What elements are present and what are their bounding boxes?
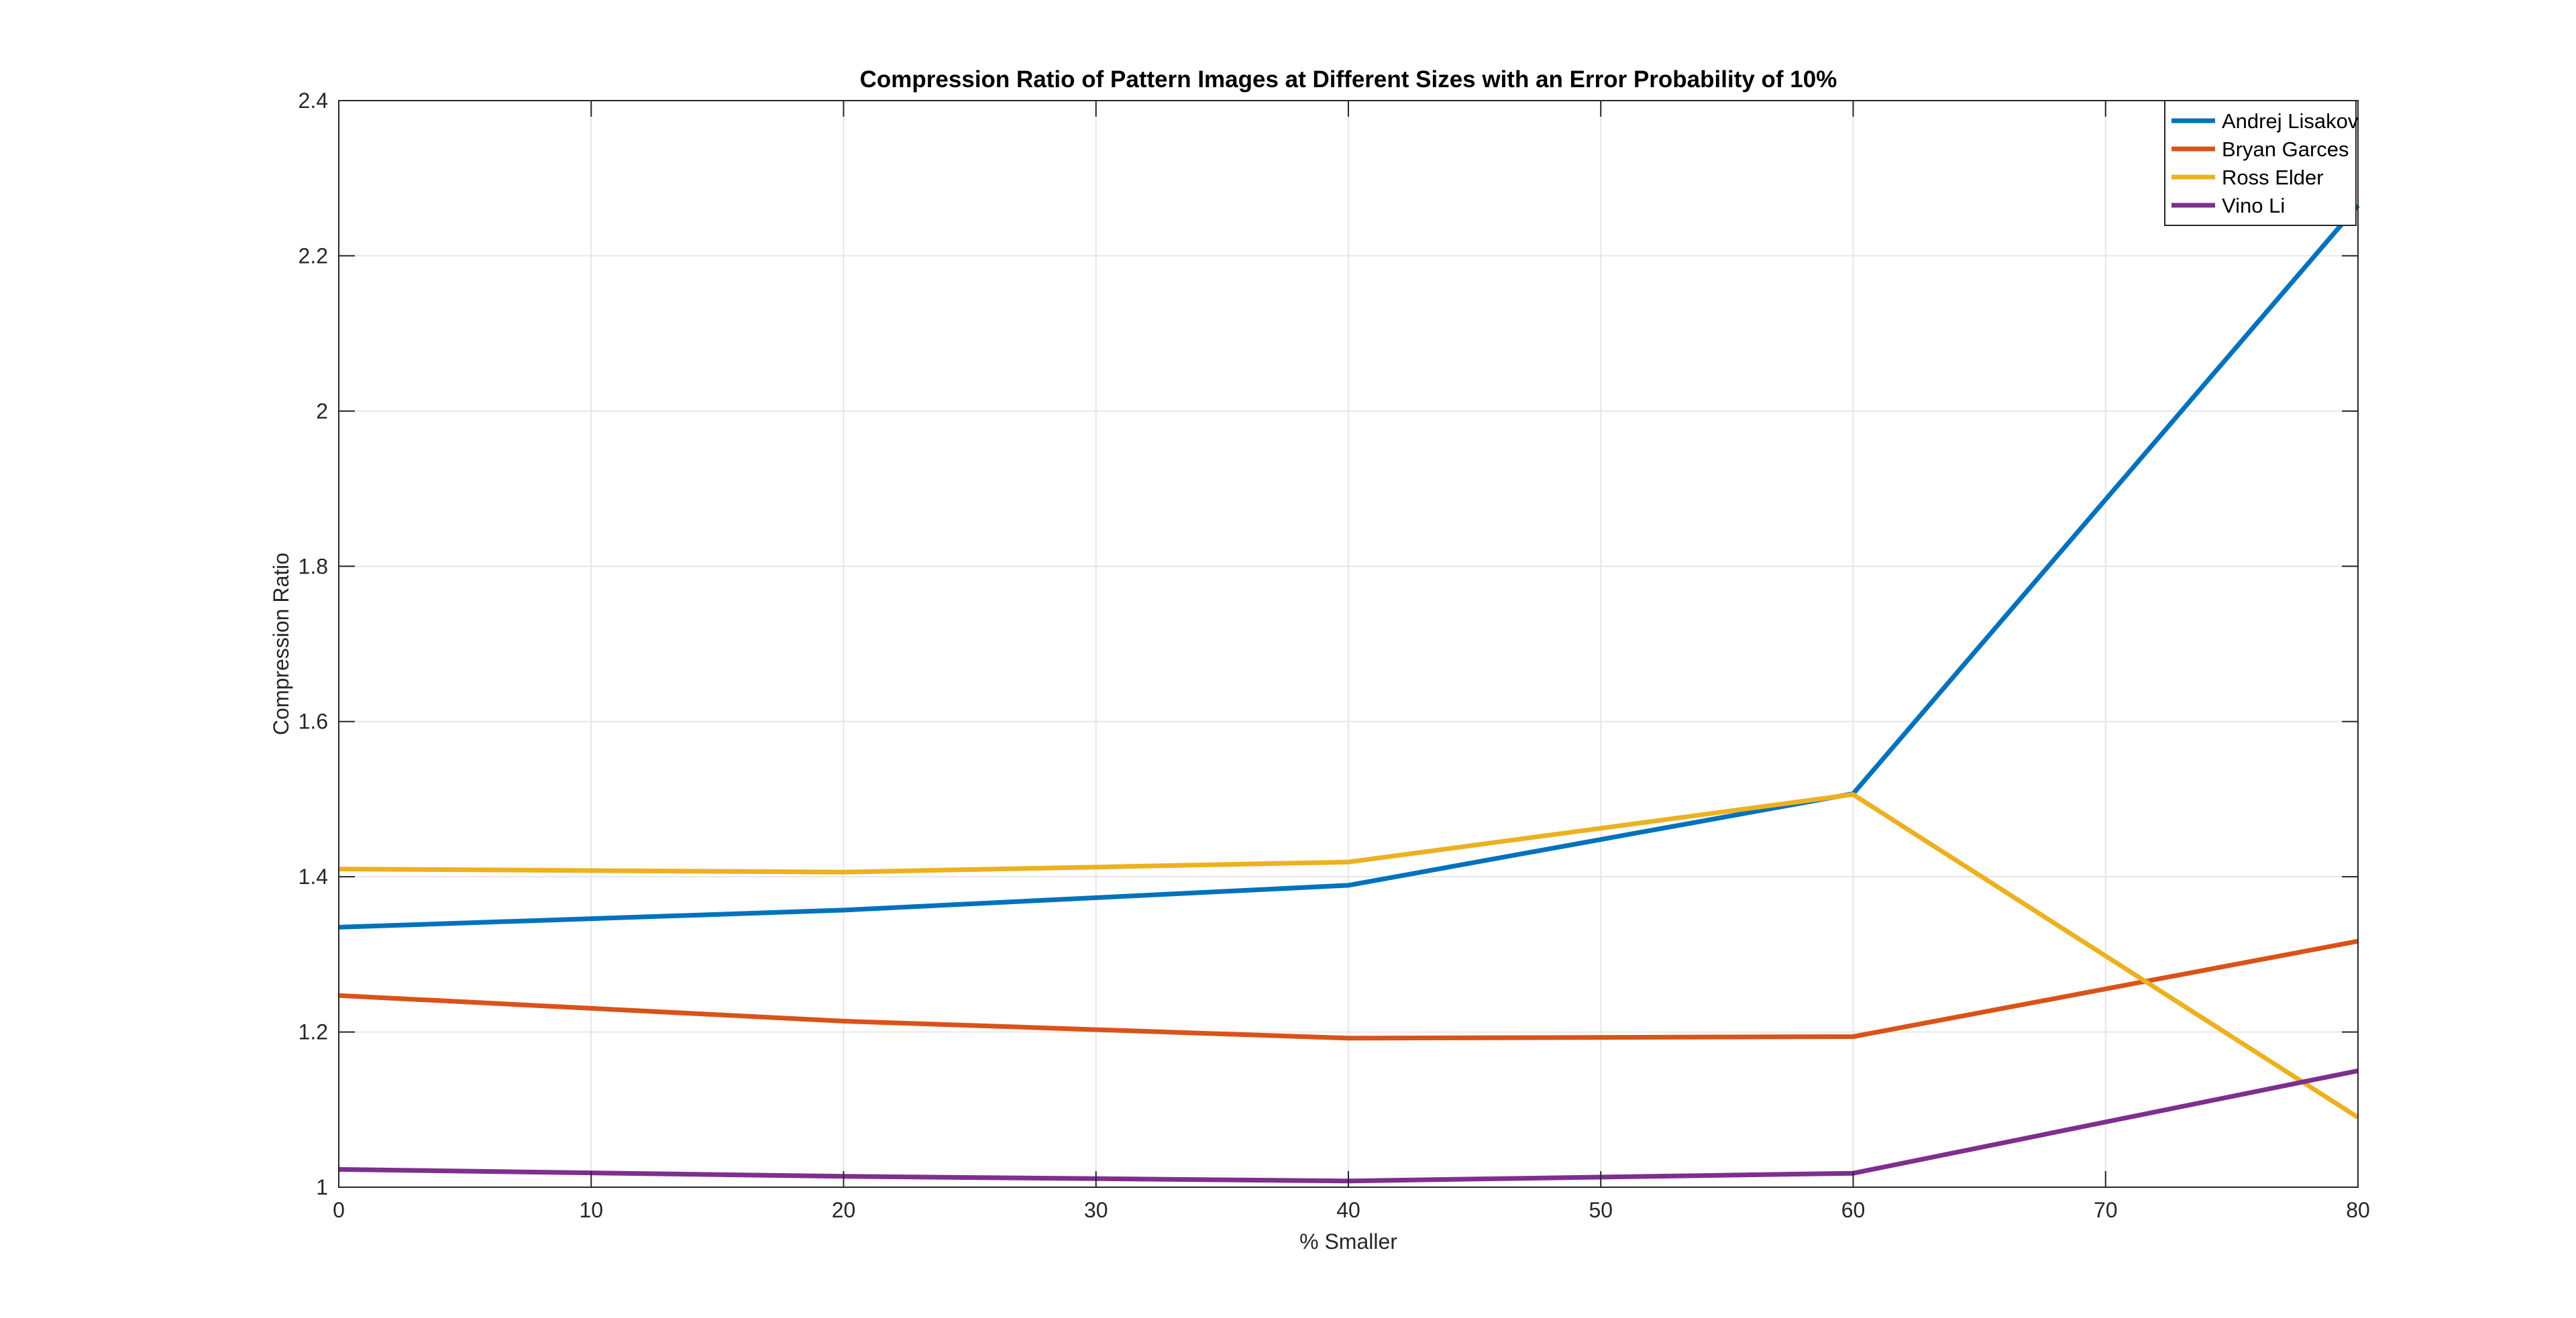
legend-label-0: Andrej Lisakov xyxy=(2222,109,2359,133)
y-tick-label: 1.2 xyxy=(299,1020,328,1044)
x-tick-label: 80 xyxy=(2346,1198,2370,1222)
chart-title: Compression Ratio of Pattern Images at D… xyxy=(860,66,1837,93)
y-tick-label: 1 xyxy=(316,1175,328,1199)
x-tick-label: 60 xyxy=(1841,1198,1866,1222)
y-tick-label: 2.4 xyxy=(299,89,328,113)
series-line-0 xyxy=(338,203,2360,930)
x-tick-label: 0 xyxy=(333,1198,345,1222)
y-tick-label: 1.8 xyxy=(299,554,328,578)
y-axis-title: Compression Ratio xyxy=(269,553,293,735)
y-tick-label: 1.6 xyxy=(299,710,328,734)
x-tick-labels: 0 10 20 30 40 50 60 70 80 xyxy=(333,1198,2370,1222)
x-tick-label: 10 xyxy=(579,1198,603,1222)
series-line-2 xyxy=(338,792,2359,1119)
x-tick-label: 40 xyxy=(1336,1198,1360,1222)
y-tick-label: 2 xyxy=(316,399,328,423)
x-axis-title: % Smaller xyxy=(1299,1229,1397,1254)
legend-label-2: Ross Elder xyxy=(2222,166,2324,189)
axis-ticks xyxy=(338,100,2359,1188)
legend-label-3: Vino Li xyxy=(2222,194,2285,217)
y-tick-label: 1.4 xyxy=(299,865,328,889)
y-tick-labels: 1 1.2 1.4 1.6 1.8 2 2.2 2.4 xyxy=(299,89,328,1199)
y-tick-label: 2.2 xyxy=(299,243,328,268)
x-tick-label: 70 xyxy=(2094,1198,2118,1222)
series-line-1 xyxy=(338,938,2359,1041)
legend-label-1: Bryan Garces xyxy=(2222,138,2349,161)
x-tick-label: 50 xyxy=(1589,1198,1613,1222)
x-tick-label: 20 xyxy=(832,1198,856,1222)
x-tick-label: 30 xyxy=(1084,1198,1108,1222)
legend: Andrej Lisakov Bryan Garces Ross Elder Vino… xyxy=(2164,100,2359,226)
